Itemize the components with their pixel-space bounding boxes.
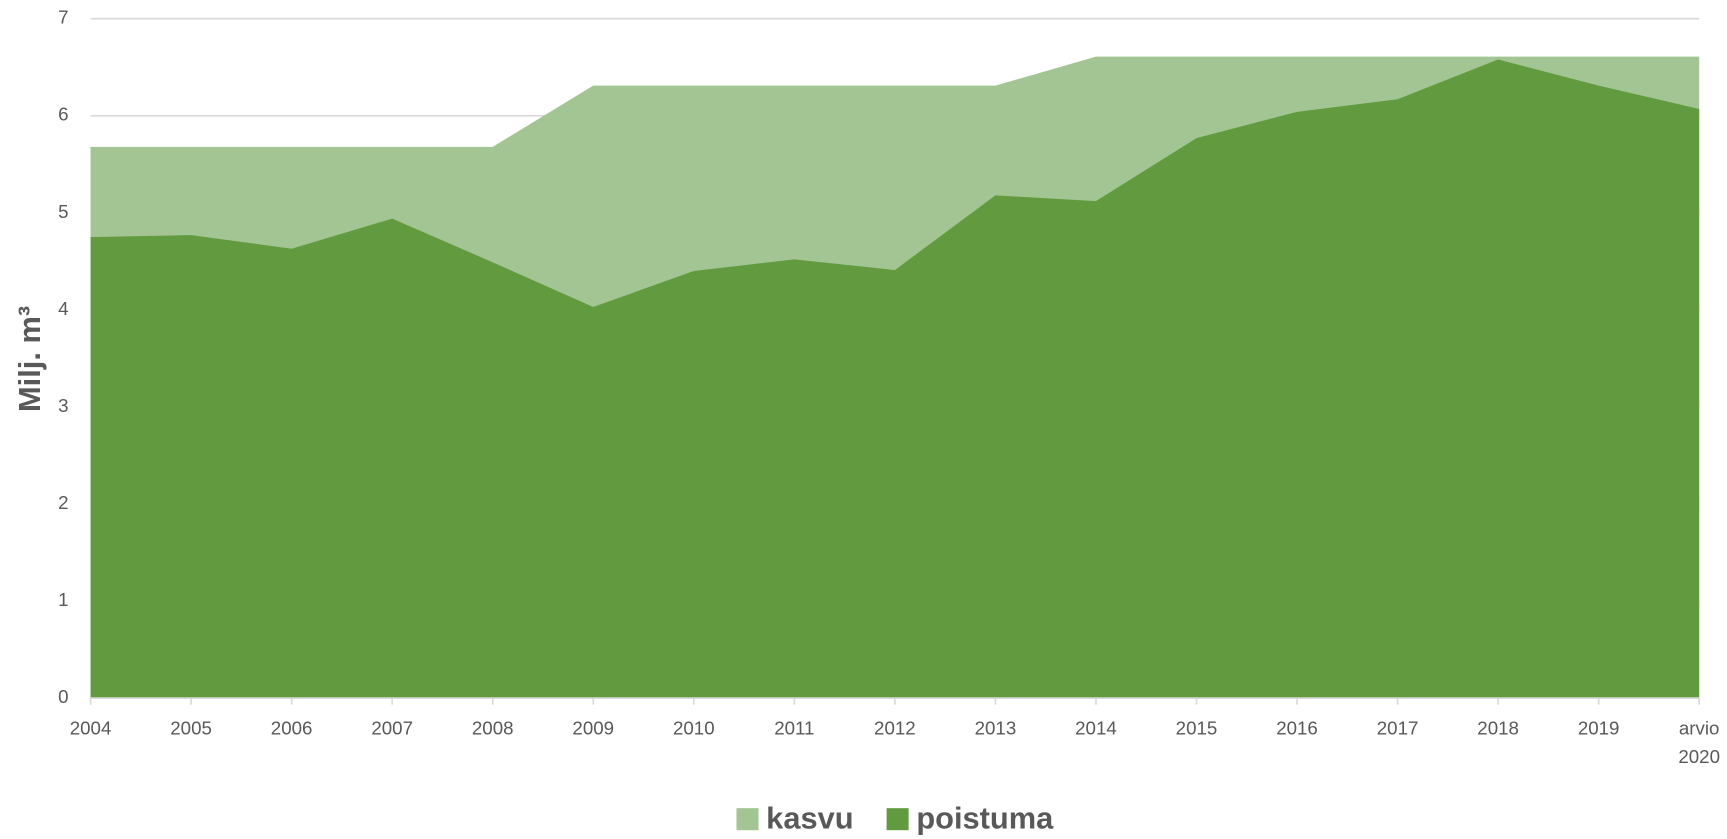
x-tick-label-box: 2009 [572,717,615,739]
x-tick-label-box: 2008 [471,717,514,739]
x-tick-label: 2014 [1075,717,1117,739]
x-tick-label-box: 2011 [774,717,815,739]
x-tick-label-box: 2014 [1075,717,1117,739]
y-tick-label: 3 [58,395,68,416]
x-tick-label: arvio 2020 [1678,717,1721,768]
x-tick-label: 2017 [1376,717,1419,739]
x-tick-label-box: 2017 [1376,717,1419,739]
x-tick-label-box: 2006 [270,717,313,739]
y-tick-label: 0 [58,686,68,707]
x-tick-label-box: arvio 2020 [1678,717,1721,768]
y-tick-label: 5 [58,201,68,222]
x-tick-label: 2019 [1577,717,1620,739]
y-tick-label: 1 [58,589,68,610]
y-tick-label: 7 [58,7,68,28]
area [90,59,1700,699]
x-tick-label: 2010 [672,717,715,739]
legend-label: kasvu [766,800,853,835]
x-tick-label: 2006 [270,717,313,739]
x-tick-label: 2004 [69,717,112,739]
x-tick-label-box: 2019 [1577,717,1620,739]
x-tick-label: 2005 [170,717,212,739]
x-tick-label: 2015 [1175,717,1218,739]
legend-label: poistuma [916,800,1054,835]
x-tick-label-box: 2012 [874,717,916,739]
legend-swatch [886,808,909,831]
legend-swatch [736,808,759,831]
x-tick-label-box: 2004 [69,717,112,739]
x-tick-label: 2013 [974,717,1017,739]
y-tick-label: 2 [58,492,68,513]
x-tick-label: 2009 [572,717,615,739]
legend: kasvu poistuma [736,800,1054,835]
x-tick-label-box: 2005 [170,717,212,739]
x-tick-label: 2016 [1276,717,1318,739]
x-tick-label-box: 2018 [1477,717,1519,739]
y-tick-label: 6 [58,104,68,125]
y-axis-label: Milj. m³ [12,306,47,412]
x-tick-label-box: 2015 [1175,717,1218,739]
x-tick-label: 2012 [874,717,916,739]
x-tick-label: 2007 [371,717,413,739]
x-tick-label-box: 2013 [974,717,1017,739]
y-tick-label: 4 [58,298,68,319]
x-tick-label-box: 2010 [672,717,715,739]
x-tick-label: 2011 [774,717,815,739]
x-tick-label-box: 2016 [1276,717,1318,739]
x-tick-label: 2008 [471,717,514,739]
x-tick-label: 2018 [1477,717,1519,739]
x-tick-label-box: 2007 [371,717,413,739]
